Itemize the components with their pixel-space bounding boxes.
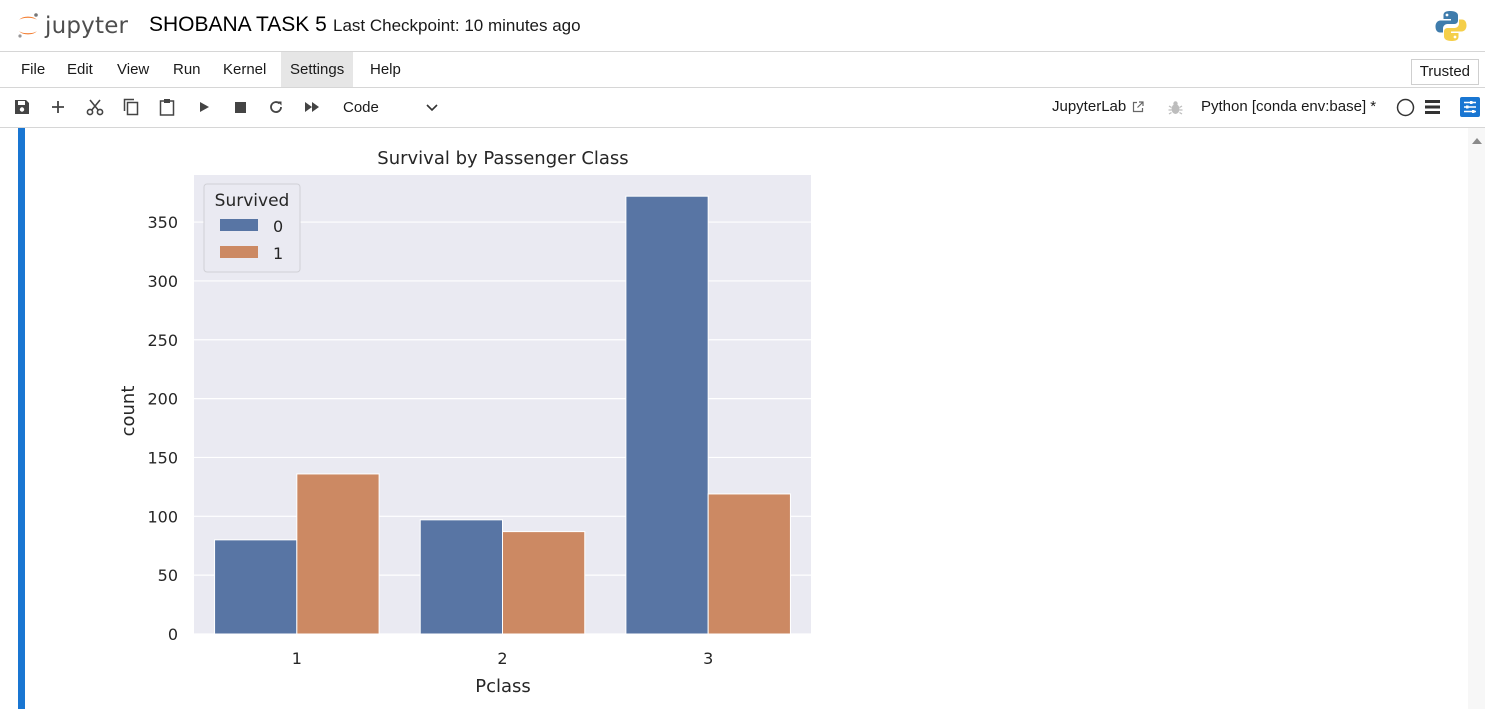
- restart-icon: [270, 101, 282, 113]
- y-tick-label: 350: [147, 213, 178, 232]
- legend-label-0: 0: [273, 217, 283, 236]
- menu-file[interactable]: File: [21, 61, 46, 78]
- y-tick-label: 100: [147, 507, 178, 526]
- y-axis-ticks: 0 50 100 150 200 250 300 350: [147, 213, 178, 644]
- bar-series-0-class-1: [214, 539, 298, 635]
- x-axis-label: Pclass: [475, 676, 531, 697]
- legend-label-1: 1: [273, 244, 283, 263]
- bars: [214, 195, 791, 635]
- paste-button[interactable]: [157, 97, 177, 117]
- scrollbar[interactable]: [1468, 128, 1485, 709]
- bar-series-1-class-2: [502, 531, 586, 635]
- y-axis-label: count: [118, 386, 139, 437]
- copy-button[interactable]: [121, 97, 141, 117]
- jupyterlab-link-label: JupyterLab: [1052, 98, 1127, 115]
- menu-help[interactable]: Help: [370, 61, 401, 78]
- cut-button[interactable]: [85, 97, 105, 117]
- y-tick-label: 150: [147, 448, 178, 467]
- cell-type-value: Code: [343, 99, 379, 116]
- trusted-indicator[interactable]: Trusted: [1410, 59, 1479, 85]
- jupyter-logo[interactable]: jupyter: [16, 8, 128, 44]
- y-tick-label: 250: [147, 331, 178, 350]
- menu-run[interactable]: Run: [173, 61, 201, 78]
- debugger-bug-icon[interactable]: [1168, 100, 1183, 116]
- x-axis-ticks: 1 2 3: [292, 649, 714, 668]
- bar-series-1-class-3: [707, 493, 791, 635]
- y-tick-label: 300: [147, 272, 178, 291]
- header: jupyter SHOBANA TASK 5 Last Checkpoint: …: [0, 0, 1485, 52]
- checkpoint-status: Last Checkpoint: 10 minutes ago: [333, 16, 581, 35]
- bar-series-0-class-3: [625, 195, 709, 635]
- chart-title: Survival by Passenger Class: [377, 148, 628, 169]
- notebook-toolbar: Code JupyterLab Python [conda env:base] …: [0, 88, 1485, 128]
- menu-lines-icon[interactable]: [1425, 100, 1440, 114]
- legend-title: Survived: [215, 191, 290, 211]
- x-tick-label: 1: [292, 649, 302, 668]
- menu-kernel[interactable]: Kernel: [223, 61, 267, 78]
- python-kernel-logo-icon: [1435, 11, 1467, 41]
- y-tick-label: 200: [147, 390, 178, 409]
- paste-icon: [159, 99, 175, 116]
- notebook-title[interactable]: SHOBANA TASK 5: [149, 13, 327, 36]
- save-button[interactable]: [12, 97, 32, 117]
- legend-swatch-1: [220, 246, 258, 258]
- property-inspector-icon[interactable]: [1460, 97, 1480, 117]
- copy-icon: [123, 98, 139, 116]
- x-tick-label: 2: [497, 649, 507, 668]
- scroll-up-arrow-icon[interactable]: [1471, 136, 1483, 146]
- menu-bar: File Edit View Run Kernel Settings Help …: [0, 52, 1485, 88]
- chevron-down-icon: [426, 104, 438, 112]
- cell-output-chart: Survival by Passenger Class 050100150200…: [118, 148, 811, 697]
- run-button[interactable]: [194, 97, 214, 117]
- stop-icon: [234, 101, 246, 113]
- fast-forward-icon: [305, 102, 319, 112]
- kernel-name[interactable]: Python [conda env:base] *: [1201, 98, 1377, 115]
- menu-view[interactable]: View: [117, 61, 150, 78]
- chart-legend: Survived 0 1: [203, 183, 301, 273]
- kernel-status-idle-icon: [1396, 98, 1415, 117]
- add-icon: [52, 101, 64, 113]
- bar-series-0-class-2: [419, 519, 504, 635]
- jupyter-logo-icon: [18, 13, 38, 38]
- menu-settings[interactable]: Settings: [281, 52, 354, 87]
- bar-series-1-class-1: [296, 473, 380, 635]
- restart-button[interactable]: [266, 97, 286, 117]
- y-tick-label: 0: [168, 625, 178, 644]
- restart-run-all-button[interactable]: [302, 97, 322, 117]
- run-icon: [200, 102, 209, 112]
- cell-type-select[interactable]: Code: [335, 96, 443, 120]
- open-jupyterlab-link[interactable]: JupyterLab: [1052, 98, 1144, 115]
- save-icon: [15, 100, 29, 114]
- x-tick-label: 3: [703, 649, 713, 668]
- menu-edit[interactable]: Edit: [67, 61, 93, 78]
- external-link-icon: [1133, 100, 1144, 112]
- logo-text: jupyter: [45, 13, 129, 39]
- active-cell-indicator[interactable]: [18, 128, 25, 709]
- legend-swatch-0: [220, 219, 258, 231]
- add-cell-button[interactable]: [48, 97, 68, 117]
- cut-icon: [86, 99, 104, 116]
- y-tick-label: 50: [158, 566, 178, 585]
- interrupt-button[interactable]: [230, 97, 250, 117]
- notebook-panel: Survival by Passenger Class 0 50 100 150 200…: [0, 128, 1485, 709]
